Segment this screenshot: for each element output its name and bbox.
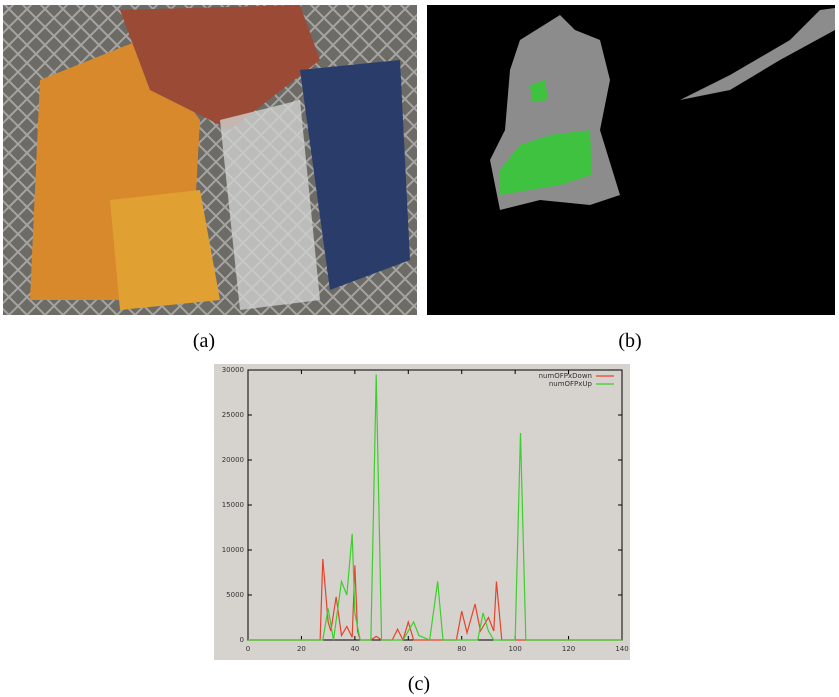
x-tick-label: 0 [246,645,250,653]
photo-a [3,5,417,315]
legend-label: numOFPxUp [549,380,593,388]
panel-label: (c) [408,673,430,695]
y-tick-label: 10000 [222,546,244,554]
x-tick-label: 140 [615,645,628,653]
legend-label: numOFPxDown [539,372,592,380]
y-tick-label: 0 [240,636,244,644]
y-tick-label: 30000 [222,366,244,374]
x-tick-label: 40 [350,645,359,653]
x-tick-label: 20 [297,645,306,653]
x-tick-label: 80 [457,645,466,653]
x-tick-label: 60 [404,645,413,653]
y-tick-label: 15000 [222,501,244,509]
panel-label: (a) [193,330,215,352]
panel-label: (b) [618,330,641,352]
y-tick-label: 20000 [222,456,244,464]
x-tick-label: 100 [508,645,521,653]
x-tick-label: 120 [562,645,575,653]
figure: (a) (b) (c) 0 5000 10000 15000 20000 25000 300… [0,0,839,697]
chart-background [214,364,630,660]
y-tick-label: 25000 [222,411,244,419]
y-tick-label: 5000 [226,591,244,599]
mask-b [427,5,835,315]
